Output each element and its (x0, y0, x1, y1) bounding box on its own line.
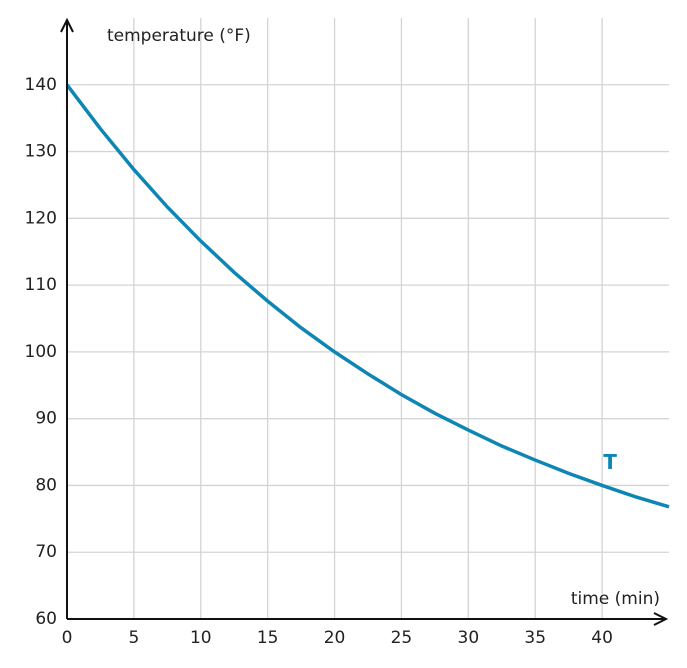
y-axis-label: temperature (°F) (107, 26, 251, 46)
x-axis (67, 612, 669, 626)
series-label: T (603, 450, 617, 474)
line-series (65, 83, 670, 509)
plot-area (65, 83, 670, 509)
y-tick-label: 60 (35, 609, 57, 629)
grid (67, 18, 669, 619)
y-tick-label: 140 (25, 75, 57, 95)
x-tick-label: 35 (524, 628, 546, 648)
y-tick-label: 110 (25, 275, 57, 295)
x-tick-label: 0 (62, 628, 73, 648)
x-tick-label: 5 (128, 628, 139, 648)
y-tick-label: 90 (35, 409, 57, 429)
x-tick-label: 20 (324, 628, 346, 648)
x-axis-label: time (min) (571, 589, 660, 609)
x-tick-label: 15 (257, 628, 279, 648)
x-tick-label: 25 (391, 628, 413, 648)
y-tick-label: 120 (25, 208, 57, 228)
y-tick-label: 100 (25, 342, 57, 362)
y-tick-label: 80 (35, 475, 57, 495)
x-tick-label: 10 (190, 628, 212, 648)
y-tick-label: 130 (25, 142, 57, 162)
y-tick-label: 70 (35, 542, 57, 562)
y-axis (60, 17, 74, 619)
x-tick-label: 30 (458, 628, 480, 648)
x-tick-label: 40 (591, 628, 613, 648)
